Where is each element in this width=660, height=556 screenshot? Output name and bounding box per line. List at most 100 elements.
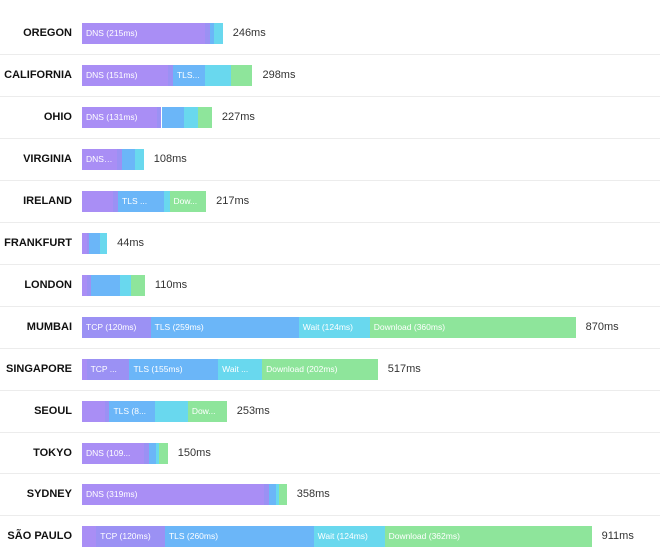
row-separator (0, 180, 660, 181)
bar-segment-dns (82, 275, 87, 296)
stacked-bar: TCP (120ms) TLS (259ms) Wait (124ms) Downlo… (82, 317, 576, 338)
row-separator (0, 138, 660, 139)
stacked-bar: TLS (8... Dow... (82, 401, 227, 422)
total-label: 246ms (232, 27, 266, 39)
segment-label: TLS (260ms) (168, 531, 219, 541)
total-label: 517ms (387, 363, 421, 375)
bar-segment-tcp (144, 443, 149, 464)
row-separator (0, 515, 660, 516)
segment-label: Dow... (191, 406, 216, 416)
segment-label: TLS ... (122, 196, 148, 206)
row-separator (0, 473, 660, 474)
city-label: SEOUL (34, 405, 72, 417)
bar-segment-wait (275, 484, 280, 505)
segment-label: TLS (155ms) (133, 364, 183, 374)
bar-segment-dns: DNS (151ms) (82, 65, 169, 86)
city-label: SYDNEY (26, 488, 72, 500)
city-label: IRELAND (23, 195, 72, 207)
bar-segment-tls: TLS (260ms) (164, 526, 314, 547)
row-separator (0, 432, 660, 433)
stacked-bar (82, 233, 108, 254)
bar-segment-dns (82, 191, 114, 212)
bar-segment-wait (119, 275, 132, 296)
bar-segment-tcp (86, 275, 92, 296)
city-label: FRANKFURT (4, 237, 72, 249)
stacked-bar: DNS (... (82, 149, 144, 170)
bar-segment-dns (82, 401, 105, 422)
bar-segment-tcp (204, 23, 210, 44)
stacked-bar: TLS ... Dow... (82, 191, 207, 212)
total-label: 298ms (262, 69, 296, 81)
city-label: OHIO (43, 111, 72, 123)
bar-segment-tls: TLS (8... (109, 401, 156, 422)
bar-segment-download: Download (362ms) (384, 526, 592, 547)
bar-segment-download (279, 484, 287, 505)
segment-label: TCP (120ms) (86, 322, 137, 332)
stacked-bar: TCP (120ms) TLS (260ms) Wait (124ms) Downlo… (82, 526, 592, 547)
bar-segment-wait (184, 107, 199, 128)
bar-segment-wait (214, 23, 223, 44)
segment-label: Wait ... (222, 364, 249, 374)
total-label: 44ms (117, 237, 145, 249)
bar-segment-tls: TLS... (172, 65, 205, 86)
bar-segment-wait: Wait (124ms) (313, 526, 385, 547)
bar-segment-wait (163, 191, 170, 212)
bar-segment-download: Download (202ms) (262, 359, 378, 380)
city-label: SÃO PAULO (7, 530, 72, 542)
bar-segment-dns: DNS (319ms) (82, 484, 265, 505)
segment-label: TCP ... (90, 364, 117, 374)
bar-segment-tcp (117, 149, 123, 170)
bar-segment-dns: DNS (109... (82, 443, 145, 464)
bar-segment-wait: Wait ... (218, 359, 263, 380)
bar-segment-wait (100, 233, 108, 254)
total-label: 150ms (177, 447, 211, 459)
city-label: TOKYO (33, 447, 72, 459)
city-label: MUMBAI (26, 321, 72, 333)
segment-label: DNS (109... (86, 448, 131, 458)
row-separator (0, 222, 660, 223)
bar-segment-download: Dow... (169, 191, 207, 212)
bar-segment-tcp (156, 107, 162, 128)
bar-segment-tcp: TCP (120ms) (82, 317, 151, 338)
bar-segment-download: Dow... (187, 401, 227, 422)
segment-label: DNS (215ms) (86, 28, 138, 38)
total-label: 870ms (585, 321, 619, 333)
segment-label: Dow... (173, 196, 198, 206)
bar-segment-tcp: TCP (120ms) (96, 526, 165, 547)
bar-segment-download (159, 443, 168, 464)
total-label: 911ms (601, 530, 634, 542)
row-separator (0, 96, 660, 97)
city-label: CALIFORNIA (4, 69, 72, 81)
bar-segment-wait (155, 443, 160, 464)
bar-segment-tls (88, 233, 101, 254)
total-label: 110ms (154, 279, 188, 291)
bar-segment-tcp (104, 401, 110, 422)
city-label: VIRGINIA (23, 153, 72, 165)
bar-segment-tls (122, 149, 135, 170)
total-label: 227ms (221, 111, 255, 123)
bar-segment-tls (269, 484, 276, 505)
bar-segment-wait: Wait (124ms) (298, 317, 370, 338)
city-label: LONDON (24, 279, 72, 291)
bar-segment-tcp: TCP ... (86, 359, 130, 380)
bar-segment-tcp (168, 65, 173, 86)
segment-label: Wait (124ms) (317, 531, 368, 541)
total-label: 253ms (236, 405, 270, 417)
bar-segment-tls: TLS (155ms) (129, 359, 219, 380)
bar-segment-dns (82, 233, 87, 254)
bar-segment-tls: TLS (259ms) (150, 317, 299, 338)
bar-segment-tls: TLS ... (118, 191, 164, 212)
stacked-bar: DNS (319ms) (82, 484, 287, 505)
city-label: SINGAPORE (5, 363, 72, 375)
segment-label: TLS (259ms) (154, 322, 204, 332)
bar-segment-tls (209, 23, 215, 44)
total-label: 108ms (153, 153, 187, 165)
stacked-bar: TCP ... TLS (155ms) Wait ... Download (202m… (82, 359, 378, 380)
total-label: 217ms (216, 195, 250, 207)
bar-segment-dns: DNS (215ms) (82, 23, 205, 44)
stacked-bar: DNS (109... (82, 443, 168, 464)
segment-label: DNS (131ms) (86, 112, 138, 122)
bar-segment-download (230, 65, 253, 86)
bar-segment-tcp (113, 191, 119, 212)
